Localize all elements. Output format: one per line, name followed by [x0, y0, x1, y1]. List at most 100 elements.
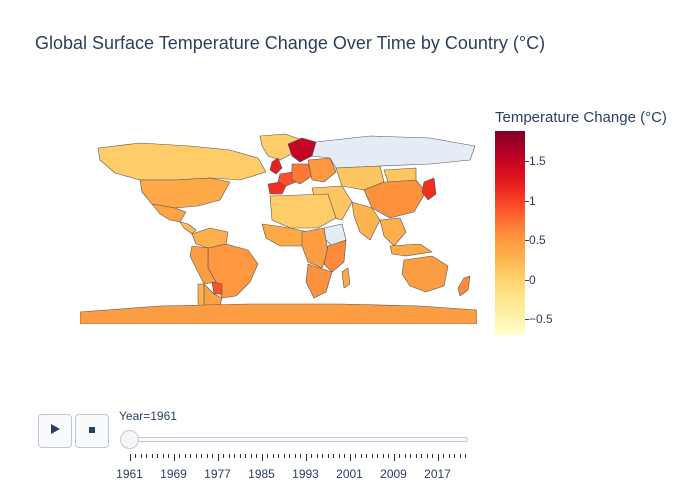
- slider-minor-tick: [239, 454, 241, 458]
- slider-tick-label: 1961: [116, 467, 143, 481]
- slider-minor-tick: [212, 454, 213, 458]
- region-russia[interactable]: [311, 135, 476, 169]
- region-india[interactable]: [351, 201, 381, 241]
- slider-minor-tick: [388, 454, 389, 458]
- slider-minor-tick: [261, 454, 263, 458]
- region-peru-bolivia[interactable]: [189, 245, 217, 285]
- slider-minor-tick: [415, 454, 417, 458]
- play-button[interactable]: [38, 414, 72, 448]
- colorbar-title: Temperature Change (°C): [495, 109, 667, 126]
- colorbar-tick-label: 0.5: [529, 233, 546, 248]
- region-japan[interactable]: [421, 177, 437, 201]
- map-svg: [79, 133, 478, 325]
- region-antarctica[interactable]: [79, 303, 478, 325]
- region-central-africa[interactable]: [301, 227, 329, 269]
- colorbar-tick-label: −0.5: [529, 312, 553, 327]
- slider-minor-tick: [228, 454, 230, 458]
- slider-minor-tick: [179, 454, 180, 458]
- region-united-states[interactable]: [139, 177, 231, 209]
- slider-minor-tick: [338, 454, 340, 458]
- slider-minor-tick: [223, 454, 224, 458]
- stop-icon: [87, 422, 97, 440]
- slider-minor-tick: [327, 454, 329, 458]
- region-paraguay[interactable]: [211, 281, 223, 295]
- play-icon: [49, 422, 61, 440]
- slider-minor-tick: [267, 454, 268, 458]
- region-central-europe[interactable]: [291, 163, 313, 185]
- slider-tick-label: 1985: [248, 467, 275, 481]
- slider-minor-tick: [190, 454, 191, 458]
- slider-minor-tick: [448, 454, 450, 458]
- slider-minor-tick: [305, 454, 307, 458]
- slider-current-value: Year=1961: [119, 409, 177, 423]
- slider-tick-label: 2009: [380, 467, 407, 481]
- slider-tick-label: 1993: [292, 467, 319, 481]
- colorbar-tick-label: 1: [529, 193, 536, 208]
- year-slider-track[interactable]: [120, 437, 468, 442]
- region-france[interactable]: [277, 171, 297, 187]
- slider-minor-tick: [454, 454, 455, 458]
- slider-minor-tick: [322, 454, 323, 458]
- region-eastern-europe[interactable]: [307, 157, 337, 183]
- region-indonesia[interactable]: [389, 243, 433, 257]
- slider-tick-label: 2017: [424, 467, 451, 481]
- slider-minor-tick: [344, 454, 345, 458]
- slider-tick-label: 1977: [204, 467, 231, 481]
- region-east-africa[interactable]: [323, 239, 347, 273]
- colorbar-tick-label: 1.5: [529, 154, 546, 169]
- region-canada[interactable]: [97, 142, 267, 181]
- slider-minor-tick: [333, 454, 334, 458]
- slider-minor-tick: [162, 454, 164, 458]
- slider-minor-tick: [140, 454, 142, 458]
- slider-minor-tick: [250, 454, 252, 458]
- slider-minor-tick: [355, 454, 356, 458]
- slider-minor-tick: [201, 454, 202, 458]
- slider-minor-tick: [278, 454, 279, 458]
- year-slider-handle[interactable]: [120, 430, 139, 449]
- slider-minor-tick: [360, 454, 362, 458]
- slider-minor-tick: [366, 454, 367, 458]
- slider-minor-tick: [173, 454, 175, 458]
- region-north-africa[interactable]: [269, 193, 337, 229]
- slider-minor-tick: [465, 454, 466, 458]
- stop-button[interactable]: [75, 414, 109, 448]
- world-map[interactable]: [79, 128, 478, 325]
- region-madagascar[interactable]: [341, 267, 351, 289]
- slider-minor-tick: [410, 454, 411, 458]
- slider-minor-tick: [437, 454, 439, 458]
- region-united-kingdom[interactable]: [269, 157, 283, 175]
- region-southeast-asia[interactable]: [379, 217, 407, 247]
- region-colombia-venezuela[interactable]: [191, 227, 229, 249]
- slider-minor-tick: [393, 454, 395, 458]
- slider-minor-tick: [294, 454, 296, 458]
- slider-minor-tick: [382, 454, 384, 458]
- slider-minor-tick: [283, 454, 285, 458]
- region-australia[interactable]: [401, 255, 449, 293]
- region-new-zealand[interactable]: [457, 275, 471, 297]
- region-central-america[interactable]: [179, 221, 197, 235]
- slider-minor-tick: [371, 454, 373, 458]
- colorbar-tick-mark: [525, 200, 529, 202]
- region-mongolia[interactable]: [383, 167, 417, 183]
- slider-minor-tick: [184, 454, 186, 458]
- slider-tick-label: 1969: [160, 467, 187, 481]
- region-southern-africa[interactable]: [305, 263, 333, 299]
- slider-minor-tick: [129, 454, 131, 458]
- slider-minor-tick: [146, 454, 147, 458]
- slider-minor-tick: [168, 454, 169, 458]
- slider-minor-tick: [234, 454, 235, 458]
- colorbar-tick-mark: [525, 240, 529, 242]
- slider-minor-tick: [272, 454, 274, 458]
- slider-minor-tick: [289, 454, 290, 458]
- colorbar-tick-mark: [525, 161, 529, 163]
- slider-minor-tick: [404, 454, 406, 458]
- slider-minor-tick: [399, 454, 400, 458]
- slider-minor-tick: [256, 454, 257, 458]
- slider-minor-tick: [421, 454, 422, 458]
- slider-minor-tick: [426, 454, 428, 458]
- slider-minor-tick: [135, 454, 136, 458]
- slider-minor-tick: [443, 454, 444, 458]
- colorbar: [495, 131, 525, 335]
- slider-minor-tick: [316, 454, 318, 458]
- slider-minor-tick: [157, 454, 158, 458]
